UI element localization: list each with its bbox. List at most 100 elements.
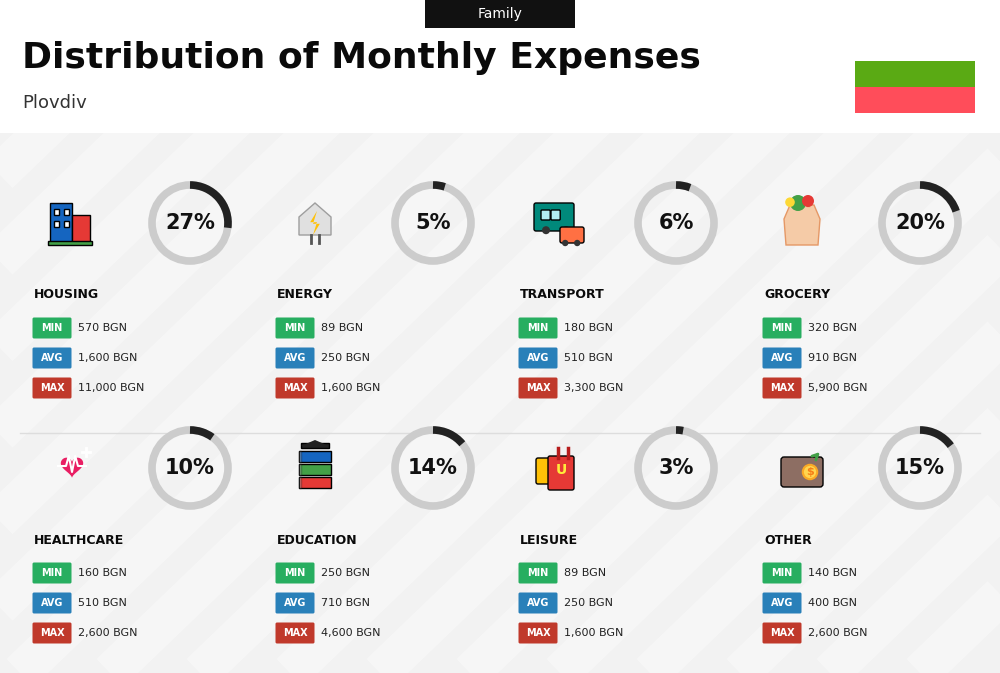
Text: 2,600 BGN: 2,600 BGN <box>808 628 868 638</box>
Text: 4,600 BGN: 4,600 BGN <box>321 628 380 638</box>
Text: MIN: MIN <box>527 568 549 578</box>
Text: MAX: MAX <box>283 383 307 393</box>
FancyBboxPatch shape <box>276 563 314 583</box>
Text: 3,300 BGN: 3,300 BGN <box>564 383 623 393</box>
Text: AVG: AVG <box>284 598 306 608</box>
Text: HEALTHCARE: HEALTHCARE <box>34 534 124 546</box>
Text: 320 BGN: 320 BGN <box>808 323 857 333</box>
FancyBboxPatch shape <box>425 0 575 28</box>
Polygon shape <box>301 440 329 446</box>
FancyBboxPatch shape <box>50 203 72 243</box>
Polygon shape <box>61 458 83 478</box>
FancyBboxPatch shape <box>32 623 72 643</box>
Text: 11,000 BGN: 11,000 BGN <box>78 383 144 393</box>
FancyBboxPatch shape <box>276 592 314 614</box>
Text: MAX: MAX <box>40 383 64 393</box>
Text: MIN: MIN <box>41 568 63 578</box>
FancyBboxPatch shape <box>518 347 558 369</box>
FancyBboxPatch shape <box>855 87 975 113</box>
Text: 710 BGN: 710 BGN <box>321 598 370 608</box>
FancyBboxPatch shape <box>32 592 72 614</box>
Text: Plovdiv: Plovdiv <box>22 94 87 112</box>
FancyBboxPatch shape <box>560 227 584 243</box>
Text: AVG: AVG <box>771 598 793 608</box>
Text: MIN: MIN <box>527 323 549 333</box>
Text: 1,600 BGN: 1,600 BGN <box>78 353 137 363</box>
FancyBboxPatch shape <box>299 451 331 462</box>
Text: 89 BGN: 89 BGN <box>321 323 363 333</box>
FancyBboxPatch shape <box>299 476 331 488</box>
Circle shape <box>802 195 814 207</box>
FancyBboxPatch shape <box>301 444 329 448</box>
Text: LEISURE: LEISURE <box>520 534 578 546</box>
Text: AVG: AVG <box>527 353 549 363</box>
Text: 400 BGN: 400 BGN <box>808 598 857 608</box>
Text: 15%: 15% <box>895 458 945 478</box>
FancyBboxPatch shape <box>548 456 574 490</box>
FancyBboxPatch shape <box>64 209 69 215</box>
Text: MIN: MIN <box>41 323 63 333</box>
Text: MAX: MAX <box>526 628 550 638</box>
Text: TRANSPORT: TRANSPORT <box>520 289 605 302</box>
Text: 6%: 6% <box>658 213 694 233</box>
FancyBboxPatch shape <box>541 210 550 220</box>
Circle shape <box>803 465 817 479</box>
Text: 20%: 20% <box>895 213 945 233</box>
Text: 1,600 BGN: 1,600 BGN <box>321 383 380 393</box>
FancyBboxPatch shape <box>763 563 802 583</box>
Text: MIN: MIN <box>284 323 306 333</box>
Circle shape <box>562 226 570 234</box>
FancyBboxPatch shape <box>536 458 555 484</box>
Text: 510 BGN: 510 BGN <box>78 598 127 608</box>
Text: 510 BGN: 510 BGN <box>564 353 613 363</box>
FancyBboxPatch shape <box>276 347 314 369</box>
FancyBboxPatch shape <box>54 221 59 227</box>
Polygon shape <box>310 211 320 235</box>
FancyBboxPatch shape <box>763 378 802 398</box>
Text: MAX: MAX <box>40 628 64 638</box>
Text: 5,900 BGN: 5,900 BGN <box>808 383 868 393</box>
Text: MAX: MAX <box>526 383 550 393</box>
Text: AVG: AVG <box>41 353 63 363</box>
FancyBboxPatch shape <box>763 347 802 369</box>
Text: 27%: 27% <box>165 213 215 233</box>
FancyBboxPatch shape <box>299 476 301 488</box>
Text: AVG: AVG <box>771 353 793 363</box>
Text: 570 BGN: 570 BGN <box>78 323 127 333</box>
FancyBboxPatch shape <box>276 318 314 339</box>
FancyBboxPatch shape <box>32 347 72 369</box>
Text: GROCERY: GROCERY <box>764 289 830 302</box>
FancyBboxPatch shape <box>781 457 823 487</box>
FancyBboxPatch shape <box>518 318 558 339</box>
Text: MIN: MIN <box>771 323 793 333</box>
Text: $: $ <box>806 467 814 477</box>
FancyBboxPatch shape <box>518 592 558 614</box>
Text: EDUCATION: EDUCATION <box>277 534 358 546</box>
Text: 180 BGN: 180 BGN <box>564 323 613 333</box>
Text: 140 BGN: 140 BGN <box>808 568 857 578</box>
FancyBboxPatch shape <box>32 563 72 583</box>
Text: 1,600 BGN: 1,600 BGN <box>564 628 623 638</box>
Text: 250 BGN: 250 BGN <box>564 598 613 608</box>
Text: 89 BGN: 89 BGN <box>564 568 606 578</box>
Polygon shape <box>299 203 331 235</box>
Text: 910 BGN: 910 BGN <box>808 353 857 363</box>
Text: AVG: AVG <box>284 353 306 363</box>
Text: 250 BGN: 250 BGN <box>321 353 370 363</box>
Circle shape <box>562 240 568 246</box>
FancyBboxPatch shape <box>855 61 975 87</box>
FancyBboxPatch shape <box>763 318 802 339</box>
Circle shape <box>542 226 550 234</box>
Text: 250 BGN: 250 BGN <box>321 568 370 578</box>
Text: AVG: AVG <box>527 598 549 608</box>
FancyBboxPatch shape <box>518 623 558 643</box>
Text: 160 BGN: 160 BGN <box>78 568 127 578</box>
FancyBboxPatch shape <box>299 451 301 462</box>
FancyBboxPatch shape <box>276 378 314 398</box>
FancyBboxPatch shape <box>518 563 558 583</box>
FancyBboxPatch shape <box>32 318 72 339</box>
Text: 2,600 BGN: 2,600 BGN <box>78 628 138 638</box>
Text: MIN: MIN <box>284 568 306 578</box>
Text: 5%: 5% <box>415 213 451 233</box>
Circle shape <box>790 195 806 211</box>
